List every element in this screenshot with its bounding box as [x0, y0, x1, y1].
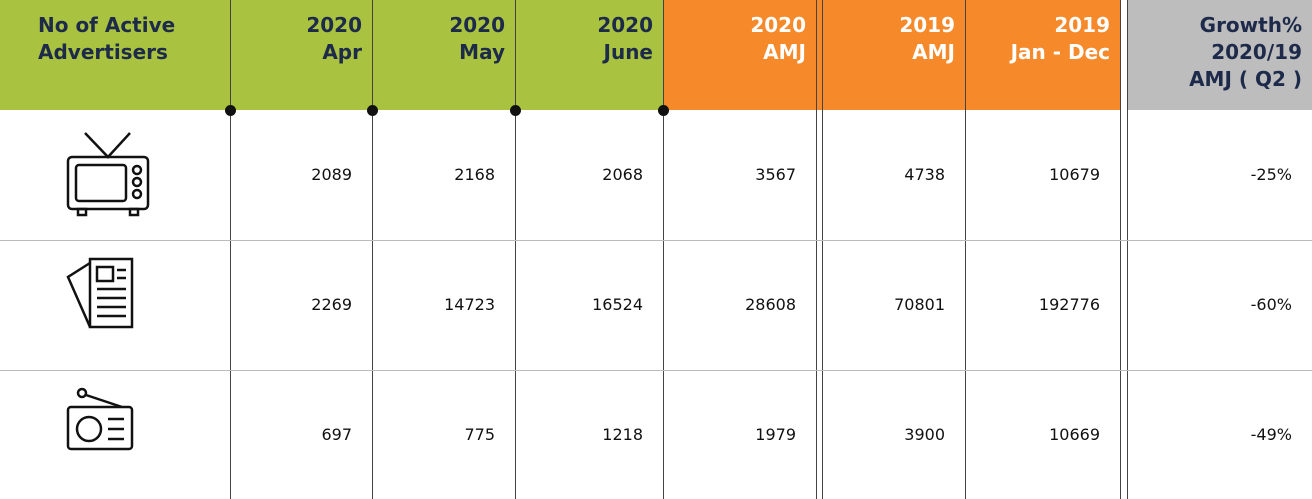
table-cell: 2269 [311, 295, 352, 314]
column-line [1127, 0, 1128, 499]
column-line [965, 0, 966, 499]
table-cell: 2089 [311, 165, 352, 184]
header-text: Growth% [1199, 13, 1302, 37]
header-text: June [603, 40, 653, 64]
tv-icon [66, 132, 150, 217]
header-dot [658, 105, 669, 116]
column-line [1120, 0, 1121, 499]
table-cell: 3900 [904, 425, 945, 444]
table-cell: 3567 [755, 165, 796, 184]
header-text: AMJ ( Q2 ) [1189, 67, 1302, 91]
table-cell: 192776 [1038, 295, 1100, 314]
table-cell: -60% [1250, 295, 1292, 314]
header-text: 2020 [597, 13, 653, 37]
header-dot [225, 105, 236, 116]
header-cell: 2020 May [372, 0, 515, 110]
table-cell: -49% [1250, 425, 1292, 444]
table-cell: 10679 [1049, 165, 1100, 184]
table-cell: 697 [321, 425, 352, 444]
table-cell: 775 [464, 425, 495, 444]
row-line [0, 240, 1312, 241]
table-cell: 16524 [592, 295, 643, 314]
header-text: 2020/19 [1211, 40, 1302, 64]
column-line [230, 0, 231, 499]
table-cell: 4738 [904, 165, 945, 184]
header-text: 2020 [449, 13, 505, 37]
header-text: 2019 [899, 13, 955, 37]
table-cell: -25% [1250, 165, 1292, 184]
header-cell: 2020 AMJ [663, 0, 816, 110]
column-line [372, 0, 373, 499]
header-cell: 2020 June [515, 0, 663, 110]
table-cell: 2168 [454, 165, 495, 184]
table-cell: 14723 [444, 295, 495, 314]
radio-icon [66, 387, 134, 451]
header-text: May [459, 40, 505, 64]
column-line [822, 0, 823, 499]
table-cell: 1218 [602, 425, 643, 444]
header-text: Apr [322, 40, 362, 64]
header-text: Advertisers [38, 40, 168, 64]
header-fill [816, 0, 822, 110]
header-text: Jan - Dec [1010, 40, 1110, 64]
header-text: AMJ [912, 40, 955, 64]
header-cell: 2019 AMJ [822, 0, 965, 110]
table-cell: 70801 [894, 295, 945, 314]
header-text: 2020 [306, 13, 362, 37]
header-text: No of Active [38, 13, 176, 37]
header-text: AMJ [763, 40, 806, 64]
newspaper-icon [66, 257, 134, 329]
header-dot [367, 105, 378, 116]
header-cell: No of Active Advertisers [0, 0, 230, 110]
header-text: 2020 [750, 13, 806, 37]
table-cell: 10669 [1049, 425, 1100, 444]
column-line [663, 0, 664, 499]
table-cell: 28608 [745, 295, 796, 314]
header-cell: Growth% 2020/19 AMJ ( Q2 ) [1127, 0, 1312, 110]
column-line [515, 0, 516, 499]
table-cell: 1979 [755, 425, 796, 444]
row-line [0, 370, 1312, 371]
column-line [816, 0, 817, 499]
header-cell: 2020 Apr [230, 0, 372, 110]
header-dot [510, 105, 521, 116]
header-text: 2019 [1054, 13, 1110, 37]
header-cell: 2019 Jan - Dec [965, 0, 1120, 110]
table-cell: 2068 [602, 165, 643, 184]
header-fill [1120, 0, 1127, 110]
